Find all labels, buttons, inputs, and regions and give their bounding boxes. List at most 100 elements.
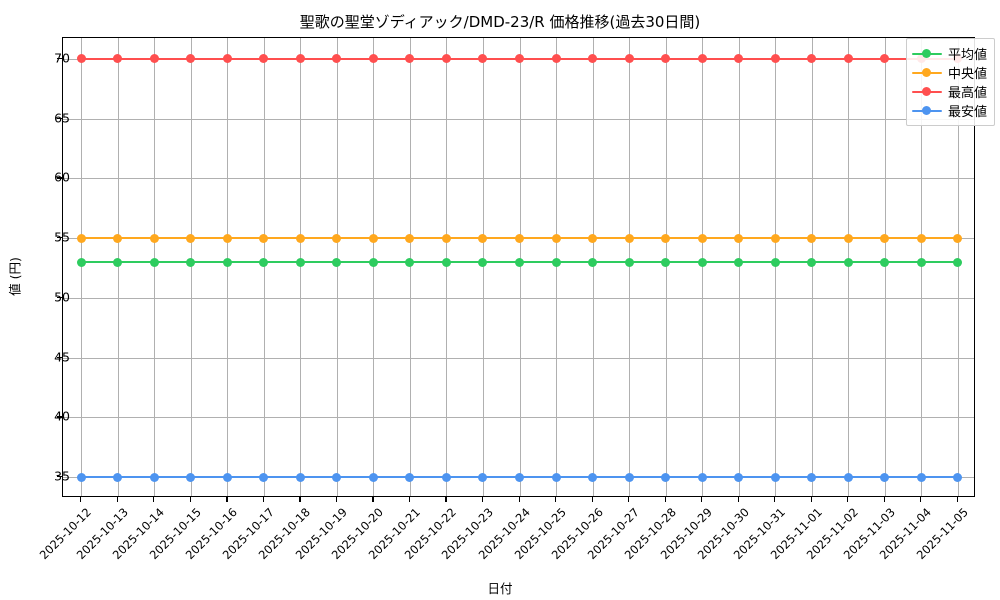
data-point-marker: [222, 233, 232, 243]
x-tick-mark: [299, 497, 301, 502]
gridline-vertical: [811, 38, 813, 496]
data-point-marker: [588, 472, 598, 482]
data-point-marker: [259, 233, 269, 243]
data-point-marker: [295, 472, 305, 482]
data-point-marker: [113, 54, 123, 64]
x-tick-mark: [226, 497, 228, 502]
data-point-marker: [113, 233, 123, 243]
data-point-marker: [661, 472, 671, 482]
gridline-vertical: [373, 38, 375, 496]
gridline-vertical: [190, 38, 192, 496]
data-point-marker: [697, 54, 707, 64]
data-point-marker: [697, 472, 707, 482]
gridline-horizontal: [63, 118, 974, 120]
data-point-marker: [259, 472, 269, 482]
chart-legend: 平均値 中央値 最高値最安値: [905, 38, 995, 126]
y-tick-label: 45: [54, 349, 70, 365]
gridline-vertical: [409, 38, 411, 496]
gridline-vertical: [519, 38, 521, 496]
data-point-marker: [807, 54, 817, 64]
data-point-marker: [843, 257, 853, 267]
data-point-marker: [770, 472, 780, 482]
y-tick-label: 65: [54, 110, 70, 126]
data-point-marker: [770, 257, 780, 267]
x-tick-mark: [664, 497, 666, 502]
data-point-marker: [953, 257, 963, 267]
data-point-marker: [661, 233, 671, 243]
x-tick-mark: [956, 497, 958, 502]
gridline-vertical: [738, 38, 740, 496]
gridline-vertical: [848, 38, 850, 496]
x-tick-mark: [518, 497, 520, 502]
data-point-marker: [441, 257, 451, 267]
data-point-marker: [770, 233, 780, 243]
gridline-vertical: [154, 38, 156, 496]
y-tick-label: 60: [54, 169, 70, 185]
gridline-vertical: [921, 38, 923, 496]
data-point-marker: [186, 233, 196, 243]
legend-item[interactable]: 平均値: [911, 44, 987, 63]
data-point-marker: [916, 257, 926, 267]
gridline-vertical: [775, 38, 777, 496]
data-point-marker: [76, 472, 86, 482]
y-tick-label: 40: [54, 408, 70, 424]
gridline-vertical: [117, 38, 119, 496]
gridline-vertical: [81, 38, 83, 496]
data-point-marker: [551, 233, 561, 243]
legend-item[interactable]: 最安値: [911, 101, 987, 120]
data-point-marker: [441, 54, 451, 64]
legend-item[interactable]: 中央値: [911, 63, 987, 82]
data-point-marker: [405, 54, 415, 64]
y-tick-label: 50: [54, 289, 70, 305]
x-axis-label: 日付: [487, 581, 513, 596]
data-point-marker: [76, 257, 86, 267]
data-point-marker: [478, 472, 488, 482]
x-tick-mark: [445, 497, 447, 502]
gridline-vertical: [263, 38, 265, 496]
x-tick-mark: [737, 497, 739, 502]
data-point-marker: [295, 257, 305, 267]
data-point-marker: [259, 54, 269, 64]
x-tick-mark: [372, 497, 374, 502]
data-point-marker: [405, 257, 415, 267]
data-point-marker: [295, 54, 305, 64]
data-point-marker: [551, 257, 561, 267]
gridline-horizontal: [63, 297, 974, 299]
gridline-vertical: [629, 38, 631, 496]
data-point-marker: [624, 54, 634, 64]
legend-swatch-icon: [911, 48, 942, 60]
data-point-marker: [770, 54, 780, 64]
y-axis-label: 値 (円): [7, 257, 23, 296]
y-tick-label: 55: [54, 229, 70, 245]
x-tick-mark: [80, 497, 82, 502]
data-point-marker: [624, 233, 634, 243]
data-point-marker: [405, 472, 415, 482]
legend-label: 最安値: [947, 105, 987, 120]
data-point-marker: [332, 472, 342, 482]
data-point-marker: [551, 54, 561, 64]
gridline-vertical: [446, 38, 448, 496]
x-tick-mark: [591, 497, 593, 502]
data-point-marker: [441, 472, 451, 482]
data-point-marker: [588, 257, 598, 267]
x-tick-mark: [189, 497, 191, 502]
x-tick-mark: [153, 497, 155, 502]
data-point-marker: [661, 54, 671, 64]
legend-item[interactable]: 最高値: [911, 82, 987, 101]
data-point-marker: [222, 257, 232, 267]
data-point-marker: [515, 54, 524, 64]
data-point-marker: [478, 257, 488, 267]
gridline-vertical: [227, 38, 229, 496]
gridline-horizontal: [63, 417, 974, 419]
data-point-marker: [186, 54, 196, 64]
x-tick-mark: [701, 497, 703, 502]
legend-swatch-icon: [911, 67, 942, 79]
data-point-marker: [551, 472, 561, 482]
data-point-marker: [843, 472, 853, 482]
data-point-marker: [953, 233, 963, 243]
data-point-marker: [734, 233, 744, 243]
x-tick-mark: [262, 497, 265, 502]
data-point-marker: [880, 54, 890, 64]
gridline-vertical: [592, 38, 594, 496]
